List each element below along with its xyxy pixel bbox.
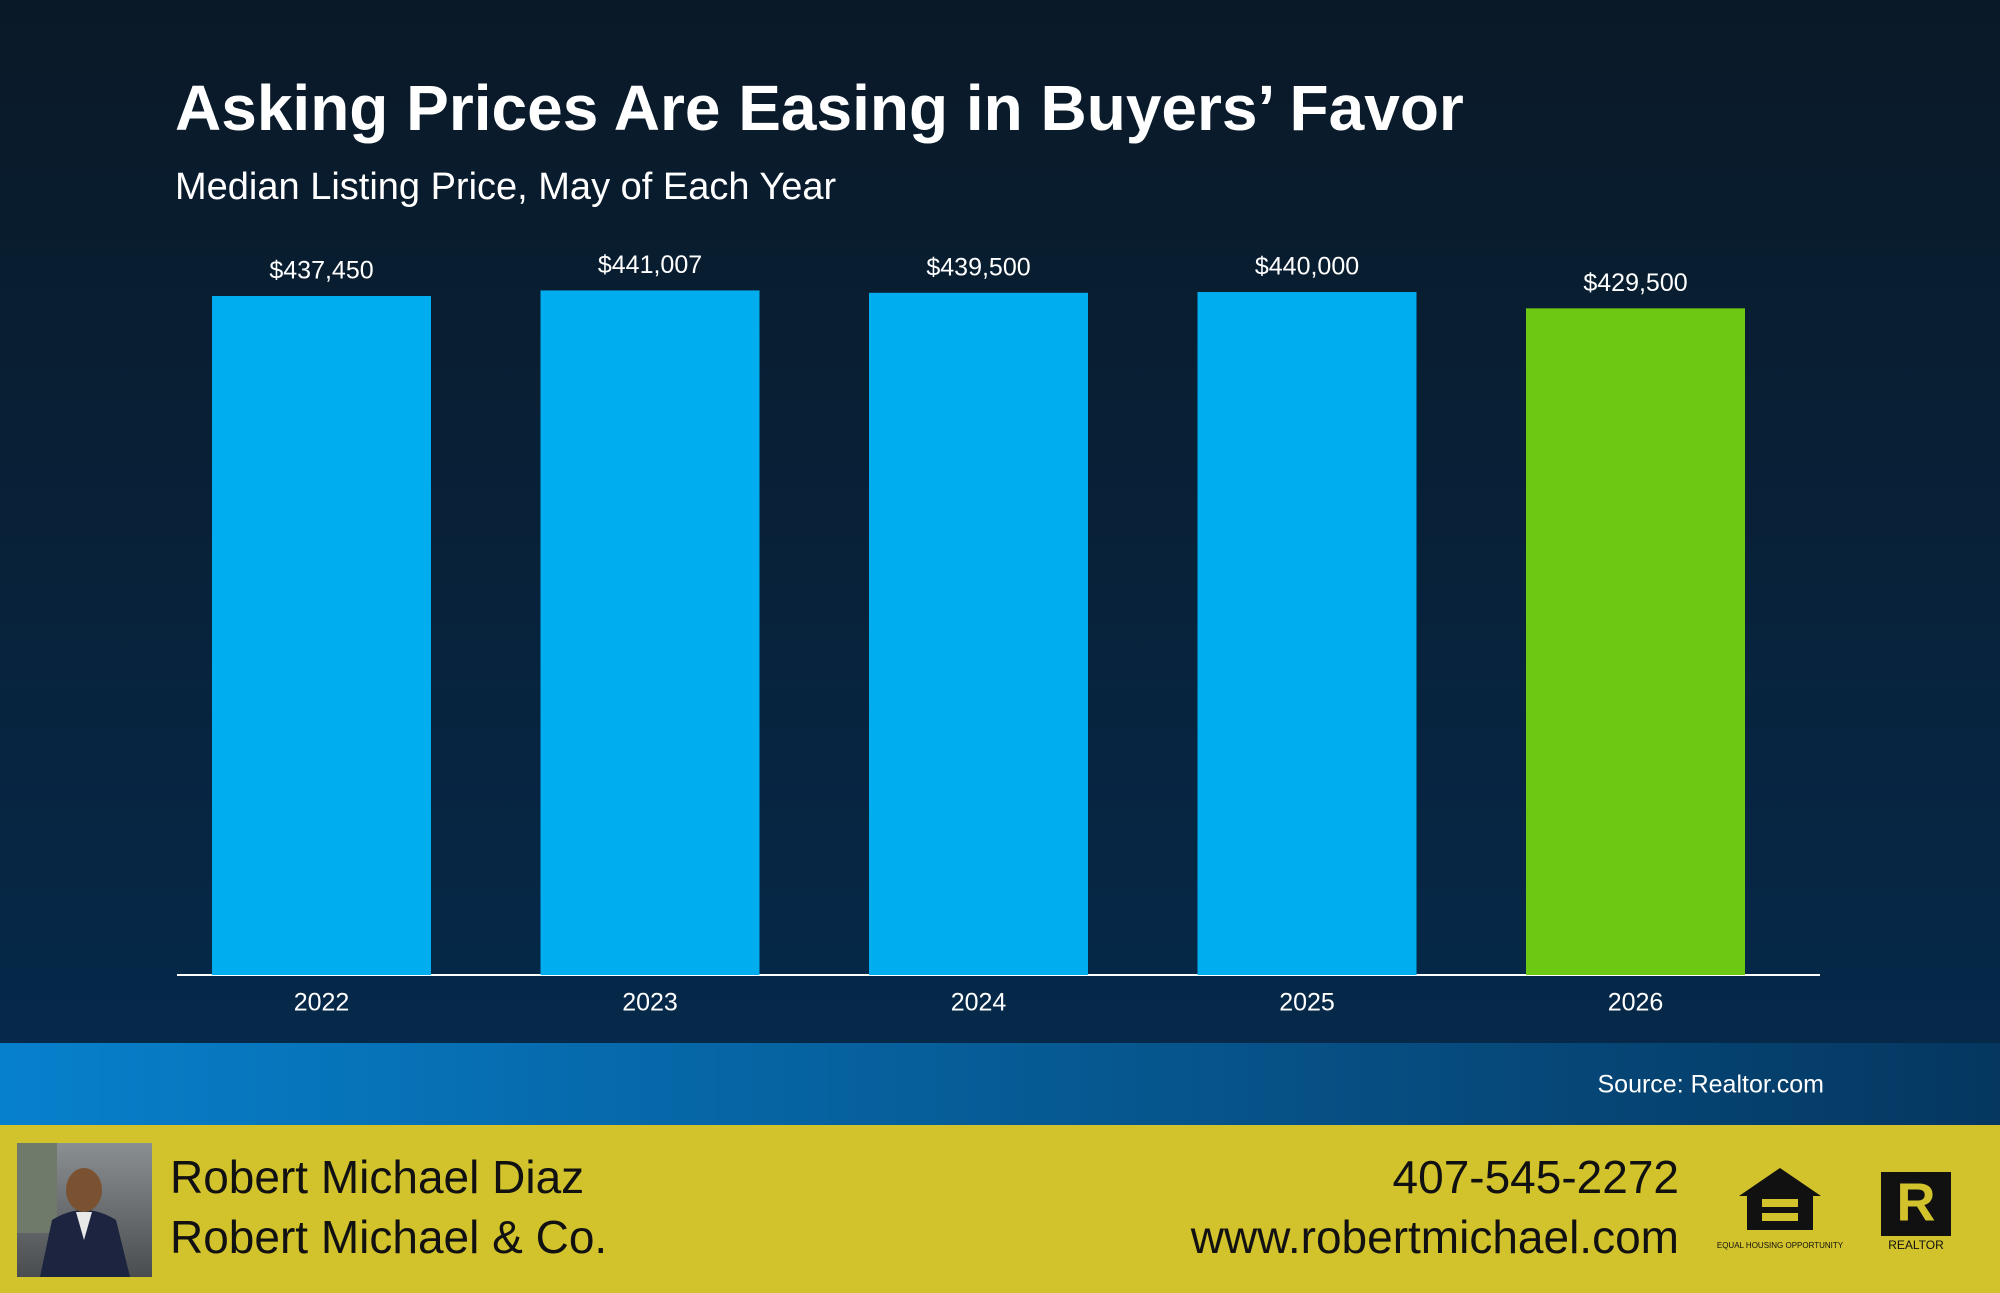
x-tick-label: 2025	[1279, 989, 1335, 1017]
value-label: $429,500	[1583, 269, 1687, 297]
agent-phone[interactable]: 407-545-2272	[1393, 1151, 1679, 1203]
realtor-text: REALTOR	[1888, 1238, 1944, 1252]
agent-name: Robert Michael Diaz	[170, 1151, 584, 1203]
bar	[540, 290, 760, 976]
value-label: $439,500	[926, 253, 1030, 281]
x-tick-label: 2022	[294, 989, 350, 1017]
realtor-logo: R	[1881, 1172, 1951, 1236]
x-tick-label: 2026	[1608, 989, 1664, 1017]
bar	[869, 292, 1088, 975]
chart-title: Asking Prices Are Easing in Buyers’ Favo…	[175, 72, 1464, 144]
x-tick-label: 2023	[622, 989, 678, 1017]
equal-housing-logo	[1739, 1168, 1821, 1230]
bar	[1526, 308, 1745, 975]
value-label: $437,450	[269, 257, 373, 285]
bar	[1197, 292, 1417, 975]
value-label: $440,000	[1255, 253, 1359, 281]
chart-subtitle: Median Listing Price, May of Each Year	[175, 166, 836, 208]
x-tick-label: 2024	[951, 989, 1007, 1017]
agent-website[interactable]: www.robertmichael.com	[1190, 1211, 1679, 1263]
equal-housing-text: EQUAL HOUSING OPPORTUNITY	[1717, 1241, 1844, 1250]
agent-photo	[17, 1143, 152, 1277]
source: Source: Realtor.com	[1598, 1071, 1825, 1099]
realtor-r: R	[1897, 1172, 1936, 1232]
agent-company: Robert Michael & Co.	[170, 1211, 607, 1263]
source-band	[0, 1043, 2000, 1125]
footer	[0, 1125, 2000, 1293]
bar	[212, 295, 431, 976]
value-label: $441,007	[598, 251, 702, 279]
